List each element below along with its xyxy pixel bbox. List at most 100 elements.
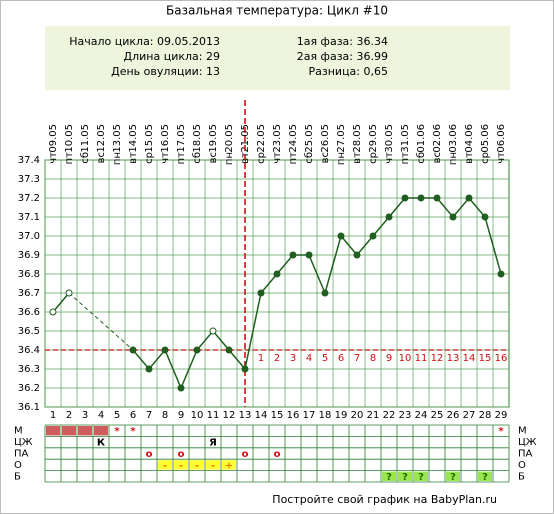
weekday-label: сб (416, 152, 427, 164)
date-label: 20.05 (224, 124, 235, 153)
info-text: День овуляции: 13 (111, 65, 220, 78)
weekday-label: вс (96, 152, 107, 163)
date-label: 25.05 (304, 124, 315, 153)
y-tick-label: 36.6 (18, 307, 40, 318)
date-label: 27.05 (336, 124, 347, 153)
y-tick-label: 36.9 (18, 250, 40, 261)
row-cell (46, 426, 60, 436)
day-label: 17 (303, 410, 316, 421)
day-label: 23 (399, 410, 412, 421)
temperature-point (321, 289, 329, 297)
row-label-right: О (518, 460, 526, 471)
day-label: 29 (495, 410, 508, 421)
temperature-point (161, 346, 169, 354)
temperature-point (385, 213, 393, 221)
day-label: 27 (463, 410, 476, 421)
weekday-label: вс (208, 152, 219, 163)
date-label: 29.05 (368, 124, 379, 153)
temperature-point (65, 289, 73, 297)
temperature-point (497, 270, 505, 278)
temperature-point (177, 384, 185, 392)
row-cell (158, 460, 172, 470)
date-label: 05.06 (480, 124, 491, 153)
row-mark: К (97, 438, 106, 449)
day-label: 7 (146, 410, 152, 421)
row-cell (222, 460, 236, 470)
weekday-label: пт (176, 152, 187, 165)
temperature-point (465, 194, 473, 202)
temperature-point (145, 365, 153, 373)
weekday-label: чт (384, 152, 395, 164)
phase-day-label: 3 (290, 353, 296, 364)
row-cell (398, 471, 412, 481)
row-label-right: М (518, 426, 527, 437)
weekday-label: ср (144, 152, 155, 164)
phase-day-label: 9 (386, 353, 392, 364)
temperature-point (49, 308, 57, 316)
y-tick-label: 37.0 (18, 231, 40, 242)
y-tick-label: 36.4 (18, 345, 40, 356)
date-label: 18.05 (192, 124, 203, 153)
info-text: 2ая фаза: 36.99 (297, 50, 388, 63)
day-label: 3 (82, 410, 88, 421)
day-label: 12 (223, 410, 236, 421)
row-mark: Я (209, 438, 217, 449)
row-cell (478, 471, 492, 481)
y-tick-label: 36.7 (18, 288, 40, 299)
weekday-label: вс (320, 152, 331, 163)
row-label: ПА (14, 449, 29, 460)
temperature-point (417, 194, 425, 202)
temperature-point (353, 251, 361, 259)
row-mark: – (163, 460, 168, 471)
temperature-point (369, 232, 377, 240)
weekday-label: чт (48, 152, 59, 164)
temperature-point (257, 289, 265, 297)
temperature-point (289, 251, 297, 259)
temperature-point (209, 327, 217, 335)
date-label: 12.05 (96, 124, 107, 153)
temperature-point (401, 194, 409, 202)
y-tick-label: 36.1 (18, 402, 40, 413)
temperature-point (449, 213, 457, 221)
weekday-label: сб (192, 152, 203, 164)
day-label: 1 (50, 410, 56, 421)
temperature-point (241, 365, 249, 373)
y-tick-label: 37.1 (18, 212, 40, 223)
row-label: О (14, 460, 22, 471)
row-mark: * (130, 426, 136, 437)
date-label: 22.05 (256, 124, 267, 153)
date-label: 19.05 (208, 124, 219, 153)
row-mark: + (225, 460, 233, 471)
row-label: Б (14, 471, 21, 482)
day-label: 9 (178, 410, 184, 421)
row-cell (190, 460, 204, 470)
row-cell (382, 471, 396, 481)
y-tick-label: 36.3 (18, 364, 40, 375)
day-label: 25 (431, 410, 444, 421)
info-text: Разница: 0,65 (309, 65, 389, 78)
row-mark: – (195, 460, 200, 471)
day-label: 13 (239, 410, 252, 421)
phase-day-label: 13 (447, 353, 460, 364)
day-label: 5 (114, 410, 120, 421)
date-label: 14.05 (128, 124, 139, 153)
info-text: 1ая фаза: 36.34 (297, 35, 388, 48)
date-label: 30.05 (384, 124, 395, 153)
info-text: Длина цикла: 29 (124, 50, 220, 63)
date-label: 06.06 (496, 124, 507, 153)
date-label: 24.05 (288, 124, 299, 153)
date-label: 04.06 (464, 124, 475, 153)
y-tick-label: 36.5 (18, 326, 40, 337)
date-label: 10.05 (64, 124, 75, 153)
temperature-point (193, 346, 201, 354)
row-mark: * (498, 426, 504, 437)
weekday-label: вт (464, 152, 475, 164)
info-text: Начало цикла: 09.05.2013 (69, 35, 220, 48)
date-label: 02.06 (432, 124, 443, 153)
y-tick-label: 37.3 (18, 174, 40, 185)
row-cell (94, 426, 108, 436)
day-label: 22 (383, 410, 396, 421)
temperature-point (305, 251, 313, 259)
phase-day-label: 16 (495, 353, 508, 364)
